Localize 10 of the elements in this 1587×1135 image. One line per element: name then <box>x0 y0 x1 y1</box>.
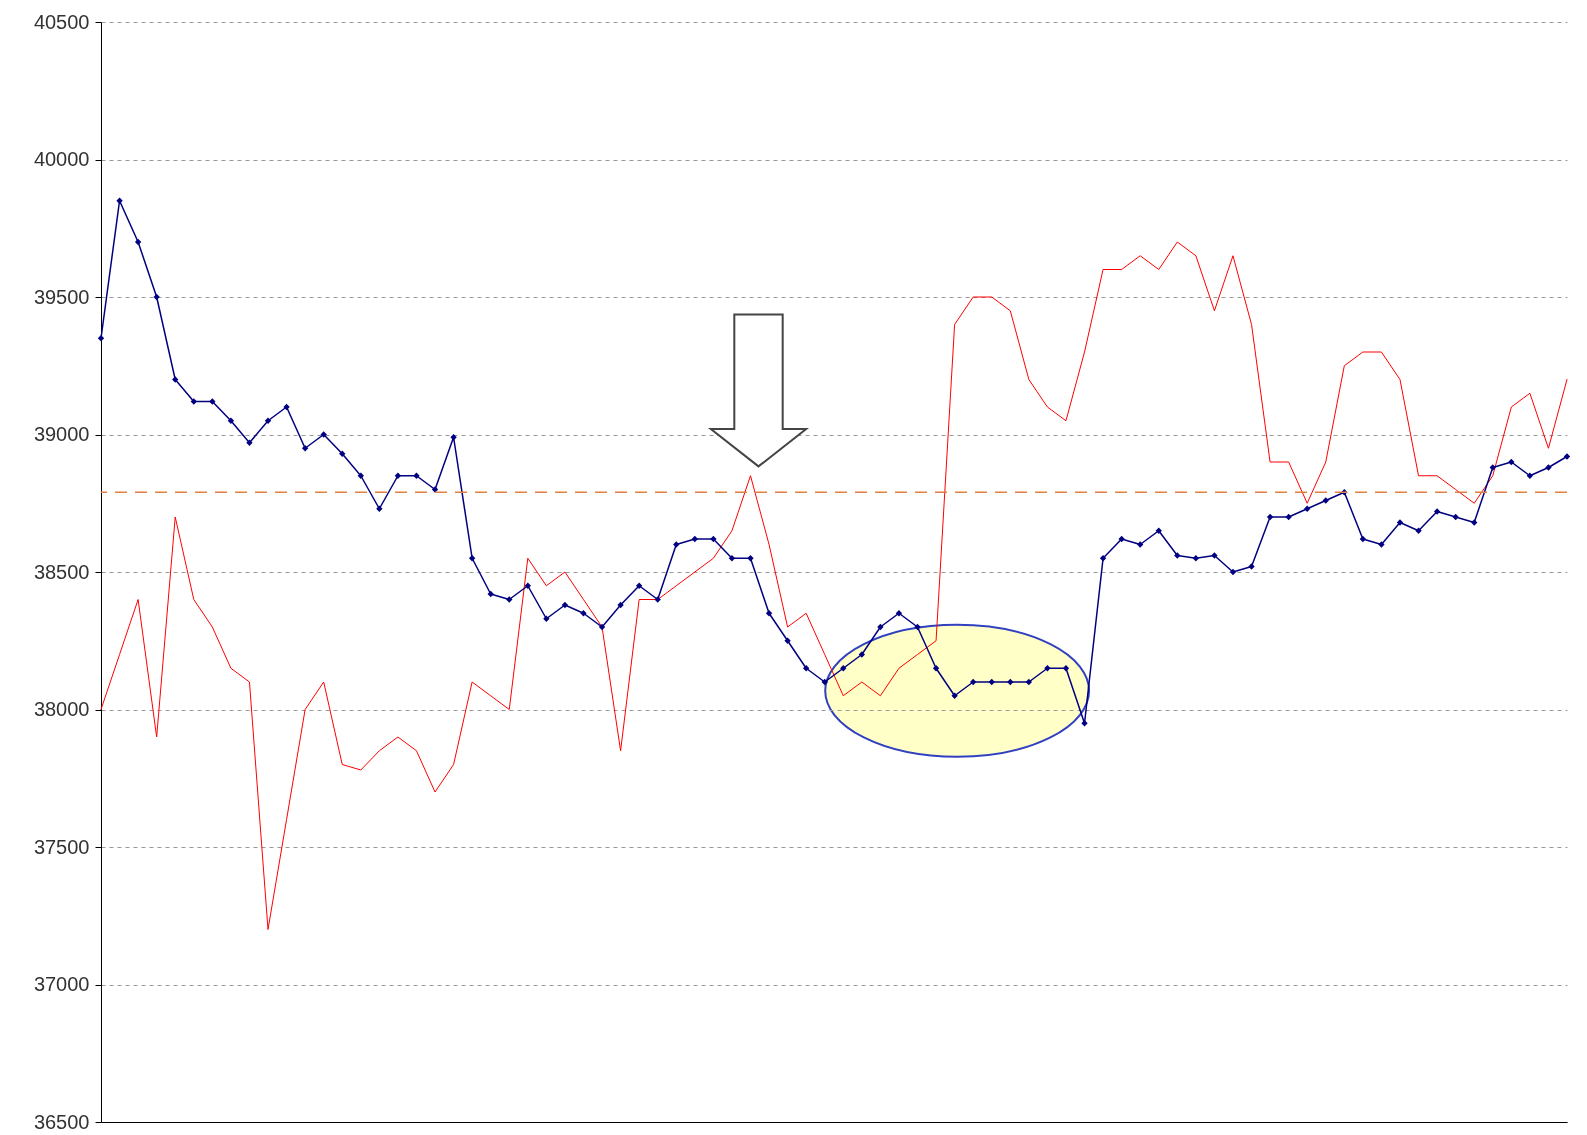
y-tick-label: 39500 <box>33 285 90 308</box>
y-tick-label: 40500 <box>33 10 90 33</box>
y-tick-label: 37000 <box>33 973 90 995</box>
y-tick-label: 38000 <box>33 698 90 720</box>
y-tick-label: 37500 <box>33 835 90 858</box>
line-series <box>100 241 1568 930</box>
y-tick-label: 38500 <box>33 560 90 583</box>
y-tick-label: 39000 <box>33 423 90 445</box>
y-tick-label: 40000 <box>33 148 90 170</box>
y-tick-label: 36500 <box>33 1110 90 1133</box>
